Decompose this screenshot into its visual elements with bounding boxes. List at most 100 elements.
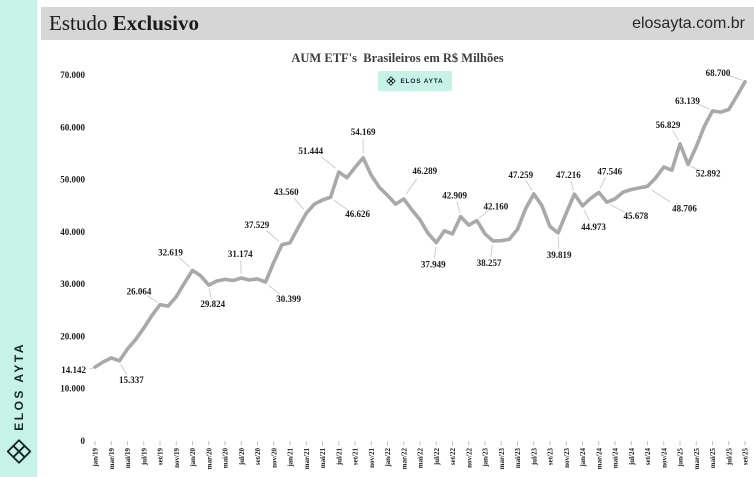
data-label: 47.259	[508, 170, 533, 180]
data-label-leader	[728, 74, 742, 81]
data-label: 37.949	[421, 260, 446, 270]
x-tick-label: jul/25	[725, 448, 733, 467]
data-label-leader	[599, 177, 606, 189]
data-label: 68.700	[706, 68, 731, 78]
x-tick-label: mai/23	[514, 448, 522, 469]
badge-label: ELOS AYTA	[400, 77, 444, 85]
data-label-leader	[557, 236, 560, 249]
data-label: 47.216	[556, 170, 581, 180]
x-tick-label: nov/23	[563, 448, 571, 468]
y-tick-label: 40.000	[60, 227, 85, 237]
x-axis-labels: jan/19 mar/19 mai/19 jul/19 set/19 nov/19 jan/…	[92, 448, 750, 470]
x-tick-label: jan/21	[287, 448, 295, 468]
x-tick-label: mar/19	[108, 448, 116, 470]
x-tick-label: mai/25	[709, 448, 717, 469]
data-label-leader	[690, 165, 701, 172]
y-tick-label: 60.000	[60, 122, 85, 132]
data-label-leader	[651, 189, 671, 203]
x-tick-label: jul/22	[433, 448, 441, 467]
data-label: 38.257	[477, 258, 502, 268]
data-label: 51.444	[298, 146, 323, 156]
x-tick-label: jan/23	[482, 448, 490, 468]
data-label-leader	[433, 246, 437, 259]
data-label-leader	[268, 284, 281, 295]
x-tick-label: nov/19	[173, 448, 181, 468]
data-label: 48.706	[672, 203, 697, 213]
x-tick-label: jan/25	[677, 448, 685, 468]
data-label-leader	[405, 178, 418, 195]
x-tick-label: mar/24	[595, 448, 603, 470]
sidebar-brand-text: ELOS AYTA	[11, 342, 26, 431]
data-label: 15.337	[119, 375, 144, 385]
x-tick-label: nov/20	[270, 448, 278, 468]
x-tick-label: jul/23	[530, 448, 538, 467]
data-label-leader	[178, 257, 191, 268]
data-label: 42.909	[442, 191, 467, 201]
x-tick-label: set/22	[449, 448, 457, 466]
data-label-leaders	[89, 74, 742, 375]
elos-ayta-badge: ELOS AYTA	[378, 71, 452, 91]
x-tick-label: mai/22	[417, 448, 425, 469]
data-label-leader	[321, 156, 336, 169]
x-tick-label: set/25	[742, 448, 750, 466]
x-tick-label: mai/19	[124, 448, 132, 469]
chart-title: AUM ETF's Brasileiros em R$ Milhões	[291, 51, 504, 65]
y-axis-labels: 0 10.000 20.000 30.000 40.000 50.000 60.000 70.…	[60, 70, 85, 446]
x-tick-label: mai/24	[612, 448, 620, 469]
x-tick-label: mar/23	[498, 448, 506, 470]
data-labels: 14.142 15.337 26.064 32.619 29.824 31.174 30.3…	[61, 68, 731, 385]
data-label-leader	[696, 103, 710, 110]
data-label: 26.064	[127, 287, 152, 297]
website-text: elosayta.com.br	[632, 14, 745, 32]
x-tick-label: mar/21	[303, 448, 311, 470]
data-label: 47.546	[597, 166, 622, 176]
data-label: 63.139	[675, 96, 700, 106]
data-label-leader	[583, 209, 590, 222]
x-tick-label: nov/24	[660, 448, 668, 468]
data-label-leader	[240, 260, 242, 274]
x-tick-label: jul/19	[140, 448, 148, 467]
elos-ayta-badge-icon	[386, 76, 397, 86]
data-label: 45.678	[624, 211, 649, 221]
x-axis-ticks	[94, 441, 746, 446]
page-title-regular: Estudo	[49, 11, 108, 35]
x-tick-label: mar/25	[693, 448, 701, 470]
data-label: 29.824	[200, 299, 225, 309]
data-label: 52.892	[696, 168, 721, 178]
x-tick-label: jan/19	[92, 448, 100, 468]
y-tick-label: 30.000	[60, 279, 85, 289]
y-tick-label: 20.000	[60, 331, 85, 341]
data-label-leader	[456, 201, 461, 213]
data-label-leader	[525, 179, 533, 191]
data-label: 46.626	[345, 209, 370, 219]
x-tick-label: nov/22	[465, 448, 473, 468]
x-tick-label: set/19	[157, 448, 165, 466]
x-tick-label: jan/22	[384, 448, 392, 468]
aum-line-series	[93, 80, 747, 369]
y-tick-label: 70.000	[60, 70, 85, 80]
x-tick-label: jan/20	[189, 448, 197, 468]
data-label: 14.142	[61, 365, 86, 375]
data-label: 46.289	[412, 166, 437, 176]
y-tick-label: 50.000	[60, 175, 85, 185]
data-label-leader	[208, 288, 212, 299]
data-label-leader	[570, 180, 575, 191]
x-tick-label: nov/21	[368, 448, 376, 468]
data-label-leader	[610, 204, 626, 213]
x-tick-label: jan/24	[579, 448, 587, 468]
data-label-leader	[333, 199, 348, 210]
data-label: 30.399	[276, 294, 301, 304]
x-tick-label: set/23	[547, 448, 555, 466]
data-label-leader	[293, 197, 305, 210]
x-tick-label: jul/21	[335, 448, 343, 467]
data-label-leader	[490, 244, 494, 257]
data-label: 56.829	[656, 120, 681, 130]
x-tick-label: jul/24	[628, 448, 636, 467]
x-tick-label: set/21	[352, 448, 360, 466]
data-label: 54.169	[351, 127, 376, 137]
y-tick-label: 0	[81, 436, 86, 446]
data-label: 42.160	[484, 202, 509, 212]
x-tick-label: set/24	[644, 448, 652, 466]
